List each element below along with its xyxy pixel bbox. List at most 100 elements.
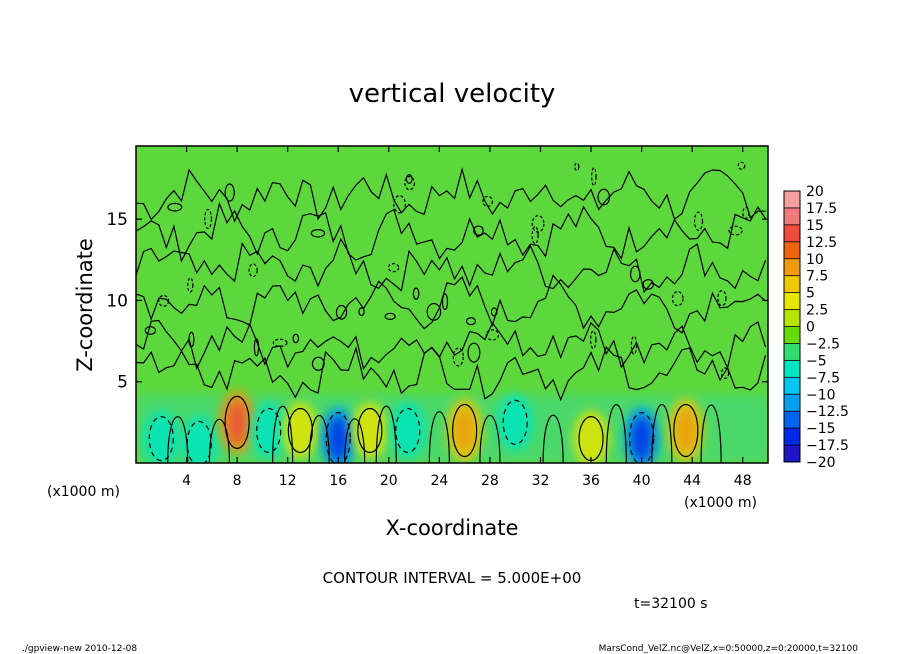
small-contour (187, 277, 194, 293)
time-label: t=32100 s (634, 596, 708, 612)
colorbar-swatch (784, 207, 800, 226)
velocity-cell-core (675, 408, 696, 453)
zero-contour (272, 405, 294, 463)
zero-contour (479, 415, 501, 463)
x-tick-label: 16 (329, 473, 347, 489)
zero-contour (344, 418, 366, 463)
zero-contour (605, 404, 627, 463)
small-contour (629, 265, 641, 283)
small-contour (642, 278, 654, 290)
y-tick-label: 5 (117, 373, 128, 393)
positive-contour (673, 403, 699, 458)
x-tick-label: 12 (279, 473, 297, 489)
footer-right: MarsCond_VelZ.nc@VelZ,x=0:50000,z=0:2000… (599, 644, 859, 654)
small-contour (405, 174, 413, 184)
colorbar-label: −7.5 (806, 370, 840, 386)
positive-contour (224, 395, 250, 449)
small-contour (311, 356, 325, 371)
colorbar-label: −2.5 (806, 336, 840, 352)
x-tick-label: 28 (481, 473, 499, 489)
small-contour (292, 333, 300, 344)
negative-contour (395, 407, 421, 454)
x-tick-label: 8 (233, 473, 242, 489)
footer-left: ./gpview-new 2010-12-08 (22, 644, 137, 654)
colorbar-label: 0 (806, 320, 815, 336)
small-contour (728, 225, 743, 236)
small-contour (310, 228, 326, 238)
small-contour (720, 367, 730, 380)
colorbar-swatch (784, 241, 800, 260)
colorbar-swatch (784, 411, 800, 429)
negative-contour (256, 407, 282, 454)
small-contour (465, 317, 476, 326)
small-contour (358, 307, 365, 317)
colorbar-swatch (784, 360, 800, 378)
negative-contour (325, 412, 351, 463)
chart-title: vertical velocity (349, 79, 556, 109)
colorbar-swatch (784, 445, 800, 463)
colorbar-label: 15 (806, 218, 824, 234)
x-tick-label: 40 (633, 473, 651, 489)
small-contour (144, 326, 157, 335)
small-contour (467, 342, 481, 363)
small-contour (224, 183, 235, 202)
small-contour (485, 329, 500, 341)
colorbar-label: −17.5 (806, 438, 849, 454)
negative-contour (148, 416, 174, 462)
x-axis-label: X-coordinate (386, 516, 519, 540)
small-contour (335, 304, 348, 320)
velocity-cell-core (454, 408, 475, 453)
small-contour (441, 293, 449, 311)
y-axis-label: Z-coordinate (73, 238, 97, 372)
small-contour (693, 211, 704, 231)
zero-contour (542, 414, 564, 463)
zero-contour (428, 411, 450, 463)
zero-contour (136, 319, 767, 371)
x-tick-label: 36 (582, 473, 600, 489)
x-tick-label: 4 (182, 473, 191, 489)
colorbar-label: −12.5 (806, 404, 849, 420)
small-contour (412, 287, 420, 300)
small-contour (574, 162, 580, 171)
colorbar-swatch (784, 258, 800, 277)
colorbar-swatch (784, 428, 800, 446)
small-contour (387, 263, 400, 273)
x-tick-label: 24 (430, 473, 448, 489)
small-contour (742, 206, 750, 219)
colorbar-label: −5 (806, 353, 827, 369)
colorbar-label: 2.5 (806, 303, 828, 319)
colorbar-swatch (784, 377, 800, 395)
velocity-cell-core (328, 416, 349, 461)
zero-contour (375, 405, 397, 463)
colorbar-swatch (784, 309, 800, 327)
zero-contour (308, 415, 330, 463)
negative-contour (502, 399, 528, 445)
positive-contour (357, 407, 383, 454)
plot-frame (135, 145, 769, 464)
zero-contour (136, 166, 766, 223)
zero-contour (167, 416, 189, 463)
colorbar-label: 20 (806, 184, 824, 200)
x-unit-left: (x1000 m) (47, 484, 120, 500)
colorbar-swatch (784, 343, 800, 361)
velocity-cell (181, 415, 218, 463)
small-contour (158, 294, 170, 307)
zero-contour (136, 345, 767, 402)
colorbar-swatch (784, 275, 800, 294)
colorbar-swatch (784, 326, 800, 344)
small-contour (248, 263, 258, 278)
zero-contour (208, 418, 231, 463)
zero-contour (136, 274, 766, 334)
small-contour (452, 347, 464, 367)
small-contour (717, 290, 727, 307)
zero-contour (136, 237, 767, 294)
small-contour (630, 335, 638, 355)
colorbar-label: 10 (806, 252, 824, 268)
small-contour (597, 188, 611, 206)
small-contour (671, 290, 684, 307)
x-tick-label: 44 (683, 473, 701, 489)
colorbar-label: −20 (806, 455, 836, 471)
contour-lines (136, 161, 767, 463)
velocity-cell-core (631, 416, 652, 461)
